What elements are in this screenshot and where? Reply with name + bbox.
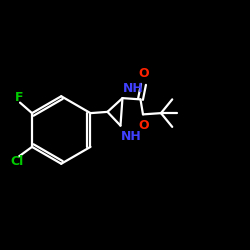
- Text: NH: NH: [123, 82, 144, 94]
- Text: O: O: [139, 67, 149, 80]
- Text: Cl: Cl: [10, 155, 24, 168]
- Text: NH: NH: [121, 130, 142, 143]
- Text: F: F: [14, 91, 23, 104]
- Text: O: O: [138, 119, 149, 132]
